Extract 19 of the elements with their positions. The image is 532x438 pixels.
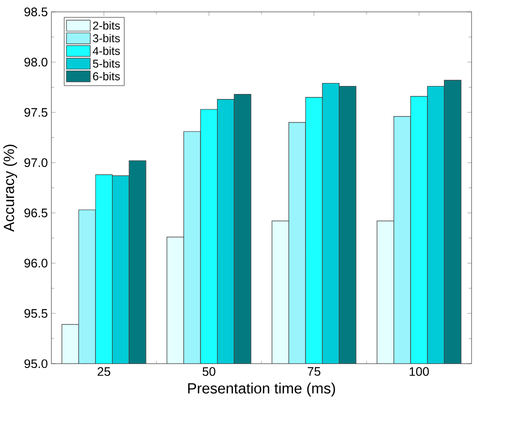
- y-tick-label: 95.0: [24, 359, 48, 368]
- x-tick-label: 50: [202, 367, 216, 376]
- x-tick-label: 75: [308, 367, 320, 376]
- y-tick-label: 97.5: [24, 108, 48, 117]
- legend-label: 6-bits: [93, 72, 120, 80]
- x-tick-label: 25: [98, 367, 110, 376]
- y-tick-label: 96.5: [24, 208, 48, 218]
- y-tick-label: 97.0: [24, 158, 48, 168]
- legend-label: 3-bits: [92, 34, 120, 42]
- y-tick-label: 95.5: [24, 309, 48, 318]
- legend-label: 4-bits: [92, 46, 120, 55]
- y-tick-label: 98.0: [24, 58, 48, 67]
- y-tick-label: 98.5: [24, 8, 48, 16]
- x-tick-label: 100: [410, 367, 429, 376]
- y-axis-title: Accuracy (%): [3, 144, 18, 232]
- legend-label: 5-bits: [92, 59, 120, 68]
- y-tick-label: 96.0: [24, 258, 48, 268]
- x-axis-title: Presentation time (ms): [188, 382, 336, 396]
- legend-label: 2-bits: [93, 21, 120, 30]
